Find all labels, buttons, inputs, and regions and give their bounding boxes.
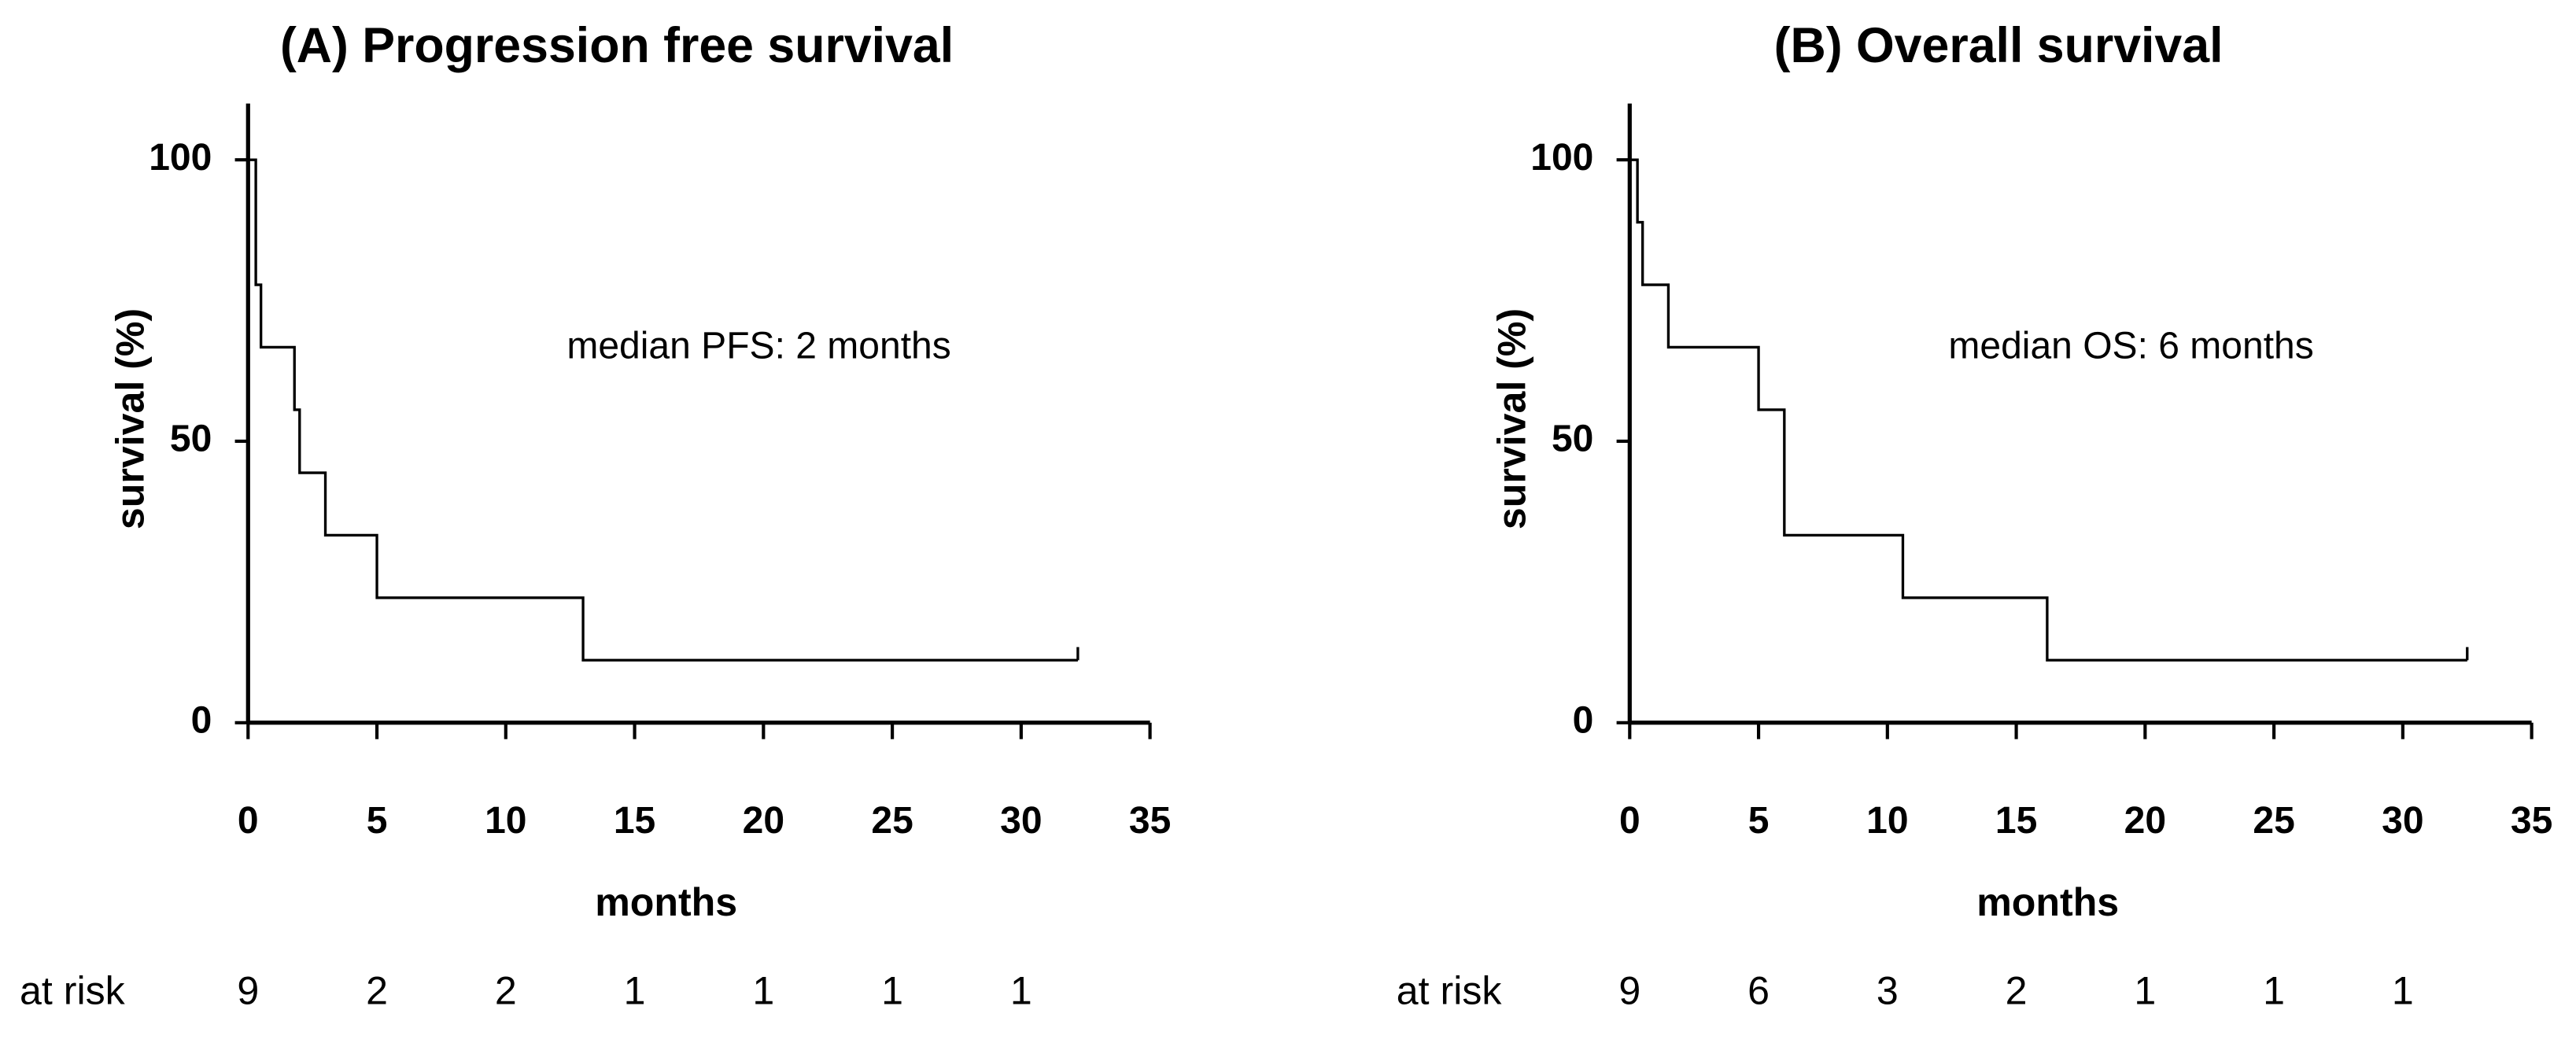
x-tick-label: 5 bbox=[367, 800, 388, 842]
annotation: median OS: 6 months bbox=[1948, 325, 2313, 367]
chart-title: (B) Overall survival bbox=[1774, 18, 2224, 73]
at-risk-count: 1 bbox=[624, 969, 646, 1013]
x-tick-label: 20 bbox=[743, 800, 784, 842]
y-tick-label: 50 bbox=[1552, 418, 1593, 460]
x-tick-label: 15 bbox=[1995, 800, 2037, 842]
annotation: median PFS: 2 months bbox=[566, 325, 950, 367]
y-tick-label: 100 bbox=[1530, 137, 1593, 179]
y-axis-label: survival (%) bbox=[1489, 308, 1533, 529]
x-tick-label: 30 bbox=[1000, 800, 1042, 842]
at-risk-count: 1 bbox=[2134, 969, 2156, 1013]
y-axis-label: survival (%) bbox=[108, 308, 152, 529]
at-risk-count: 1 bbox=[2392, 969, 2414, 1013]
x-tick-label: 30 bbox=[2382, 800, 2423, 842]
x-tick-label: 20 bbox=[2124, 800, 2166, 842]
x-tick-label: 10 bbox=[1866, 800, 1908, 842]
at-risk-count: 1 bbox=[881, 969, 903, 1013]
at-risk-label: at risk bbox=[20, 969, 126, 1013]
x-tick-label: 25 bbox=[871, 800, 913, 842]
y-tick-label: 100 bbox=[149, 137, 212, 179]
chart-title: (A) Progression free survival bbox=[280, 18, 954, 73]
at-risk-count: 1 bbox=[752, 969, 774, 1013]
x-tick-label: 0 bbox=[1619, 800, 1640, 842]
x-tick-label: 25 bbox=[2253, 800, 2294, 842]
x-tick-label: 35 bbox=[1129, 800, 1171, 842]
survival-curve bbox=[248, 158, 1078, 662]
at-risk-count: 9 bbox=[237, 969, 259, 1013]
x-tick-label: 5 bbox=[1748, 800, 1770, 842]
x-tick-label: 0 bbox=[238, 800, 259, 842]
y-tick-label: 50 bbox=[170, 418, 212, 460]
at-risk-count: 9 bbox=[1618, 969, 1640, 1013]
at-risk-label: at risk bbox=[1397, 969, 1503, 1013]
survival-curve bbox=[1629, 158, 2467, 662]
y-tick-label: 0 bbox=[191, 699, 212, 741]
at-risk-count: 3 bbox=[1877, 969, 1899, 1013]
at-risk-count: 2 bbox=[366, 969, 388, 1013]
x-tick-label: 15 bbox=[614, 800, 655, 842]
x-axis-label: months bbox=[1976, 880, 2119, 924]
at-risk-count: 2 bbox=[2006, 969, 2028, 1013]
x-axis-label: months bbox=[595, 880, 737, 924]
x-tick-label: 10 bbox=[485, 800, 526, 842]
at-risk-count: 2 bbox=[495, 969, 517, 1013]
y-tick-label: 0 bbox=[1573, 699, 1594, 741]
x-tick-label: 35 bbox=[2511, 800, 2552, 842]
at-risk-count: 1 bbox=[1010, 969, 1032, 1013]
at-risk-count: 1 bbox=[2263, 969, 2285, 1013]
at-risk-count: 6 bbox=[1747, 969, 1770, 1013]
